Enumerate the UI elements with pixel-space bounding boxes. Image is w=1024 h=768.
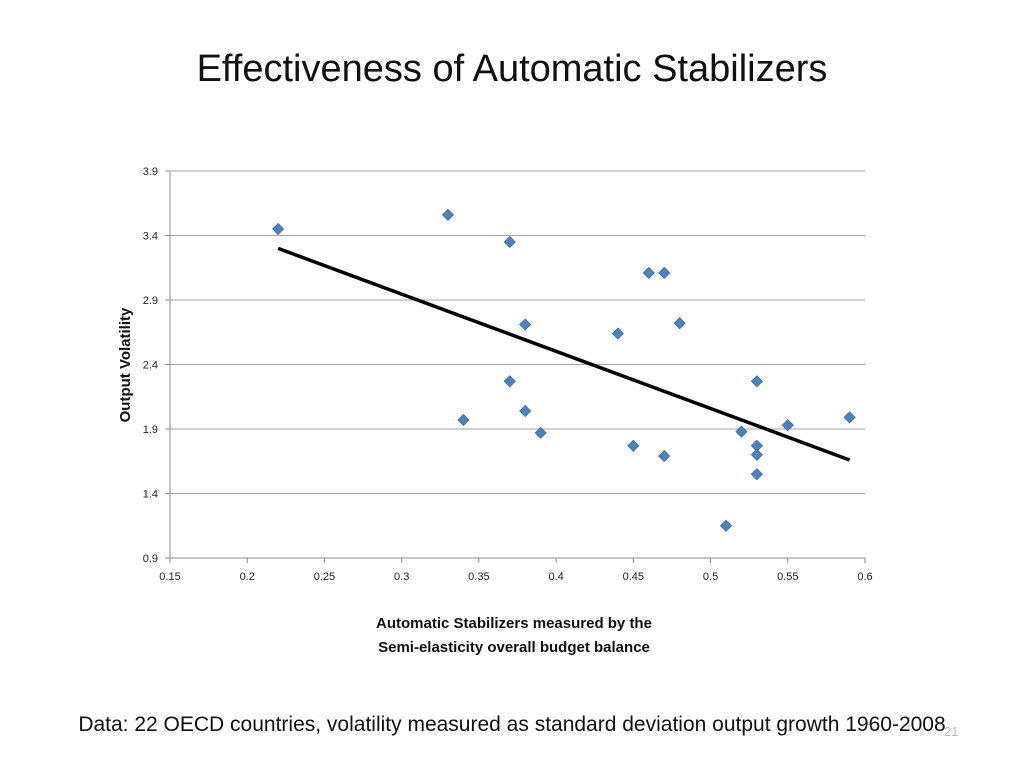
x-tick-labels: 0.15 0.2 0.25 0.3 0.35 0.4 0.45 0.5 0.55 0.6 bbox=[159, 571, 872, 583]
scatter-chart: 0.9 1.4 1.9 2.4 2.9 3.4 3.9 0.15 0.2 0.25 0.3 0.35… bbox=[117, 166, 873, 656]
x-axis-label-line-2: Semi-elasticity overall budget balance bbox=[378, 639, 650, 656]
data-point bbox=[642, 266, 655, 279]
data-point bbox=[441, 208, 455, 221]
data-point bbox=[750, 375, 763, 388]
data-point bbox=[658, 266, 671, 279]
y-tick-label: 3.4 bbox=[143, 231, 158, 243]
data-point bbox=[781, 419, 794, 432]
y-tick-label: 0.9 bbox=[143, 553, 158, 565]
data-point bbox=[843, 411, 856, 424]
data-point bbox=[627, 439, 640, 452]
data-point bbox=[658, 450, 671, 463]
x-tick-label: 0.2 bbox=[240, 571, 255, 583]
y-tick-label: 2.4 bbox=[143, 360, 158, 372]
x-tick-label: 0.3 bbox=[394, 571, 409, 583]
x-axis-label-line-1: Automatic Stabilizers measured by the bbox=[376, 615, 652, 632]
footnote: Data: 22 OECD countries, volatility meas… bbox=[78, 713, 946, 736]
y-tick-label: 1.9 bbox=[143, 424, 158, 436]
slide-number: 21 bbox=[944, 724, 959, 739]
x-tick-label: 0.15 bbox=[159, 571, 180, 583]
data-point bbox=[673, 317, 686, 330]
x-tick-label: 0.6 bbox=[857, 571, 872, 583]
data-point bbox=[611, 327, 624, 340]
x-tick-label: 0.35 bbox=[468, 571, 489, 583]
x-tick-label: 0.25 bbox=[314, 571, 335, 583]
data-point bbox=[519, 318, 532, 331]
trendline bbox=[277, 246, 851, 462]
y-tick-label: 3.9 bbox=[143, 166, 158, 178]
data-points bbox=[272, 208, 856, 532]
x-tick-label: 0.45 bbox=[623, 571, 644, 583]
data-point bbox=[534, 426, 547, 439]
y-tick-label: 2.9 bbox=[143, 295, 158, 307]
y-tick-labels: 0.9 1.4 1.9 2.4 2.9 3.4 3.9 bbox=[143, 166, 158, 565]
slide-title: Effectiveness of Automatic Stabilizers bbox=[196, 48, 828, 90]
data-point bbox=[503, 235, 516, 249]
data-point bbox=[719, 519, 733, 532]
axes bbox=[165, 170, 866, 563]
data-point bbox=[750, 468, 763, 481]
data-point bbox=[735, 425, 748, 438]
x-tick-label: 0.4 bbox=[548, 571, 563, 583]
data-point bbox=[503, 375, 516, 388]
trendline-group bbox=[277, 246, 851, 462]
y-tick-label: 1.4 bbox=[143, 489, 158, 501]
data-point bbox=[272, 222, 285, 236]
x-tick-label: 0.5 bbox=[703, 571, 718, 583]
y-axis-label: Output Volatility bbox=[117, 307, 134, 422]
data-point bbox=[457, 413, 470, 427]
data-point bbox=[519, 404, 532, 418]
x-tick-label: 0.55 bbox=[777, 571, 798, 583]
data-point bbox=[750, 448, 763, 461]
